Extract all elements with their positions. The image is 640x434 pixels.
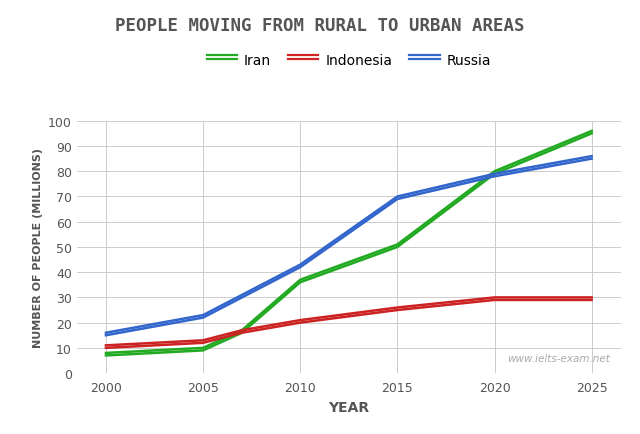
Legend: Iran, Indonesia, Russia: Iran, Indonesia, Russia (201, 48, 497, 74)
X-axis label: YEAR: YEAR (328, 400, 369, 414)
Text: PEOPLE MOVING FROM RURAL TO URBAN AREAS: PEOPLE MOVING FROM RURAL TO URBAN AREAS (115, 17, 525, 35)
Text: www.ielts-exam.net: www.ielts-exam.net (507, 353, 610, 363)
Y-axis label: NUMBER OF PEOPLE (MILLIONS): NUMBER OF PEOPLE (MILLIONS) (33, 148, 42, 347)
